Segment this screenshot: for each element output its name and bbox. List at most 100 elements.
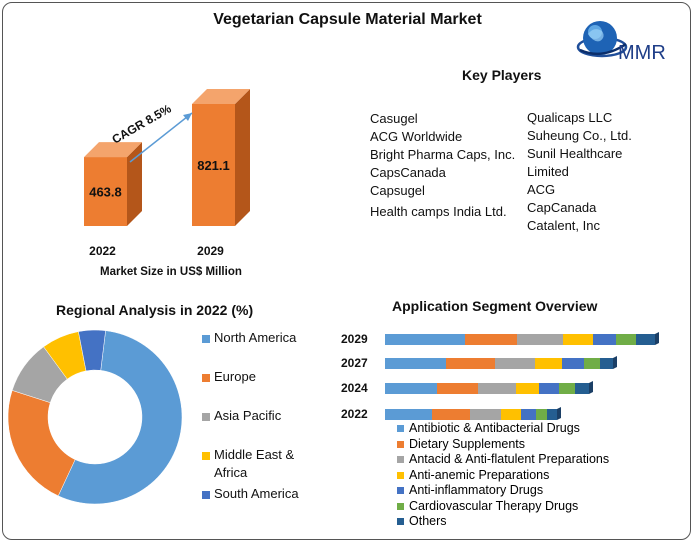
bar-segment [517,334,563,345]
legend-swatch [202,374,210,382]
legend-label: Asia Pacific [214,408,282,423]
page-title: Vegetarian Capsule Material Market [213,11,482,28]
player-name: Qualicaps LLC [527,110,613,125]
y-tick-label: 2029 [341,332,368,346]
bar-segment [562,358,584,369]
bar-top [192,89,250,104]
legend-item: Anti-inflammatory Drugs [397,483,609,499]
donut-slice [8,390,76,497]
player-name: Health camps India Ltd. [370,204,507,219]
legend-item: Antacid & Anti-flatulent Preparations [397,452,609,468]
legend-label: Africa [214,465,248,480]
y-tick-label: 2022 [341,407,368,421]
legend-swatch [397,456,404,463]
legend-swatch [397,471,404,479]
player-name: Suheung Co., Ltd. [527,128,632,143]
player-name: Limited [527,164,569,179]
bar-segment [385,358,446,369]
y-tick-label: 2024 [341,381,368,395]
bar-end [655,332,659,345]
player-name: ACG [527,182,556,197]
player-name: ACG Worldwide [370,129,463,144]
legend-label: Dietary Supplements [409,436,526,451]
bar-value-label: 821.1 [197,158,230,173]
legend-swatch [397,518,404,525]
logo: MMR [574,14,684,64]
legend-swatch [202,491,210,499]
x-tick-label: 2022 [89,244,116,258]
application-stacked-bar-chart: 2029 2027 2024 2022 [341,332,659,421]
bar-side [235,89,250,226]
player-name: Bright Pharma Caps, Inc. [370,147,516,162]
bar-segment [521,409,536,420]
bar-segment [539,383,559,394]
bar-segment [535,358,562,369]
legend-label: Anti-inflammatory Drugs [409,483,544,497]
player-name: CapCanada [527,200,597,215]
player-name: Casugel [370,111,418,126]
legend-item: Dietary Supplements [397,437,609,453]
legend-label: Cardiovascular Therapy Drugs [409,498,579,513]
bar-segment [385,383,437,394]
market-size-xlabel: Market Size in US$ Million [100,266,242,278]
bar-segment [495,358,535,369]
bar [192,104,235,226]
cagr-arrow-head [183,113,192,121]
regional-donut-chart [8,330,183,505]
bar-segment [536,409,547,420]
player-name: Catalent, Inc [527,218,600,233]
bar-segment [636,334,655,345]
bar-segment [385,409,432,420]
legend-swatch [397,440,404,448]
key-players-col1: Casugel ACG Worldwide Bright Pharma Caps… [370,110,515,221]
legend-label: Antibiotic & Antibacterial Drugs [409,421,580,435]
legend-item: Others [397,514,609,530]
legend-swatch [202,413,210,421]
globe-logo-icon: MMR [576,21,666,64]
bar-segment [437,383,478,394]
bar-segment [465,334,517,345]
donut-slice [78,330,106,372]
bar-segment [593,334,616,345]
player-name: Sunil Healthcare [527,146,623,161]
application-legend: Antibiotic & Antibacterial Drugs Dietary … [397,421,609,530]
bar-segment [547,409,557,420]
legend-swatch [397,425,404,432]
bar-end [557,407,561,420]
cagr-arrow [129,112,193,163]
bar-segment [516,383,539,394]
key-players-heading: Key Players [462,67,542,83]
bar-segment [559,383,575,394]
legend-label: Others [409,514,447,528]
regional-legend: North America Europe Asia Pacific Middle… [200,328,350,508]
bar-segment [385,334,465,345]
legend-label: Antacid & Anti-flatulent Preparations [409,452,610,466]
legend-swatch [397,502,404,510]
bar-segment [584,358,600,369]
legend-item: Cardiovascular Therapy Drugs [397,499,609,515]
bar-end [613,356,617,369]
y-tick-label: 2027 [341,356,368,370]
bar-top [84,142,142,158]
bar-segment [478,383,516,394]
bar-segment [501,409,521,420]
bar-segment [432,409,470,420]
bar [84,157,127,226]
bar-segment [575,383,589,394]
market-size-chart: 463.8 2022 821.1 2029 CAGR 8.5% [84,89,250,258]
legend-label: South America [214,486,299,501]
legend-swatch [202,335,210,343]
legend-swatch [202,452,210,460]
legend-label: North America [214,330,297,345]
application-heading: Application Segment Overview [392,298,598,314]
legend-swatch [397,487,404,494]
bar-value-label: 463.8 [89,185,122,200]
x-tick-label: 2029 [197,244,224,258]
regional-heading: Regional Analysis in 2022 (%) [56,302,254,318]
legend-item: Antibiotic & Antibacterial Drugs [397,421,609,437]
cagr-label: CAGR 8.5% [110,101,174,146]
legend-item: Anti-anemic Preparations [397,468,609,484]
player-name: CapsCanada [370,165,446,180]
bar-segment [616,334,636,345]
bar-side [127,142,142,226]
